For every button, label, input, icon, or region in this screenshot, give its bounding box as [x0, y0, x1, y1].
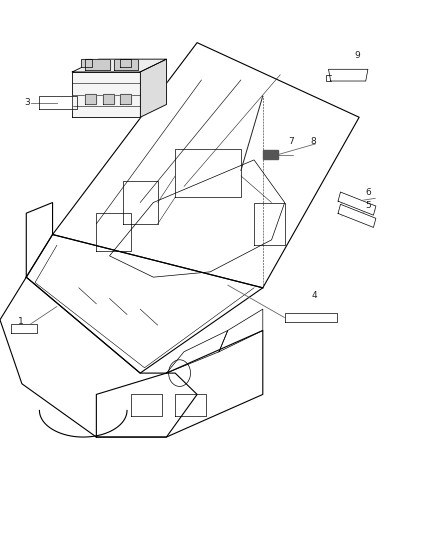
Text: 6: 6 [365, 189, 371, 197]
Text: 5: 5 [365, 201, 371, 209]
Polygon shape [338, 204, 376, 228]
Text: 9: 9 [354, 52, 360, 60]
Polygon shape [263, 150, 278, 159]
Polygon shape [72, 59, 166, 72]
Polygon shape [81, 59, 92, 67]
Text: 2: 2 [131, 60, 136, 68]
Polygon shape [285, 313, 337, 322]
Polygon shape [72, 72, 140, 117]
Polygon shape [85, 59, 110, 70]
Text: 1: 1 [18, 317, 24, 326]
Polygon shape [338, 192, 376, 215]
Polygon shape [140, 59, 166, 117]
Polygon shape [85, 94, 96, 104]
Polygon shape [39, 96, 72, 109]
Text: 7: 7 [288, 138, 294, 146]
Polygon shape [120, 59, 131, 67]
Polygon shape [328, 69, 368, 81]
Text: 8: 8 [311, 138, 317, 146]
Polygon shape [103, 94, 114, 104]
Text: 4: 4 [312, 291, 317, 300]
Text: 3: 3 [24, 98, 30, 107]
Polygon shape [120, 94, 131, 104]
Polygon shape [114, 59, 138, 70]
Polygon shape [11, 324, 37, 333]
